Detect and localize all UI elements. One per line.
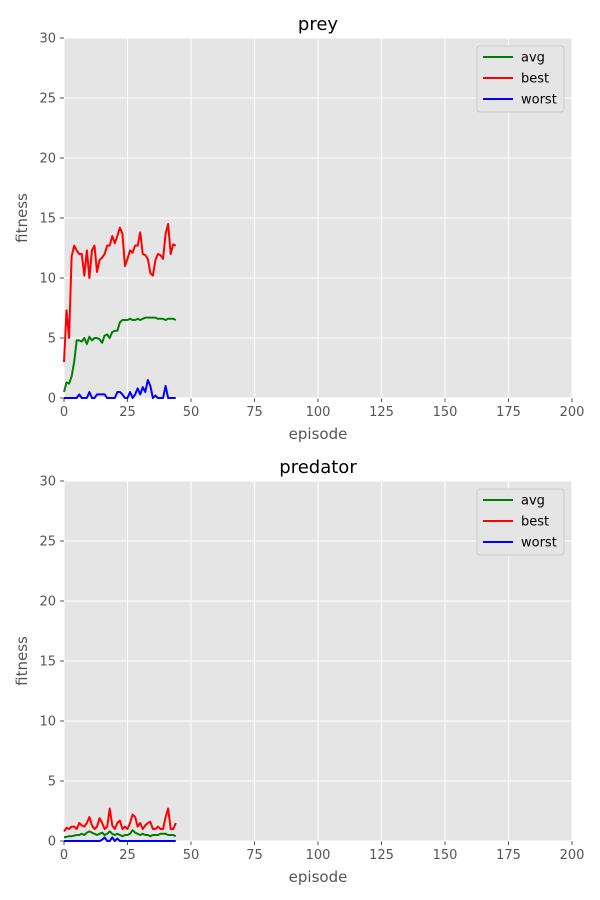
- legend-label-best: best: [521, 72, 549, 87]
- legend-label-avg: avg: [521, 51, 545, 66]
- y-tick-label: 5: [48, 775, 56, 790]
- y-tick-label: 20: [39, 595, 56, 610]
- x-tick-label: 25: [119, 405, 136, 420]
- x-tick-label: 0: [60, 405, 68, 420]
- x-tick-label: 175: [496, 848, 521, 863]
- y-tick-label: 0: [48, 392, 56, 407]
- x-tick-label: 175: [496, 405, 521, 420]
- legend-label-best: best: [521, 515, 549, 530]
- legend-box: [476, 45, 565, 113]
- chart-predator: 0 25 50 75 100 125 150 175 200 0 5 10 15 20 25 30 predat…: [13, 457, 584, 886]
- series-line-best: [63, 223, 177, 363]
- x-tick-label: 100: [306, 405, 331, 420]
- y-tick-label: 15: [39, 655, 56, 670]
- y-tick-label: 0: [48, 835, 56, 850]
- y-tick-label: 10: [39, 272, 56, 287]
- y-tick-label: 25: [39, 535, 56, 550]
- x-tick-label: 125: [369, 405, 394, 420]
- y-tick-label: 30: [39, 32, 56, 47]
- y-tick-label: 30: [39, 475, 56, 490]
- x-axis-label: episode: [289, 868, 348, 886]
- x-tick-label: 100: [306, 848, 331, 863]
- y-tick-label: 5: [48, 332, 56, 347]
- x-axis-label: episode: [289, 425, 348, 443]
- x-tick-label: 0: [60, 848, 68, 863]
- legend: avg best worst: [476, 45, 565, 113]
- legend: avg best worst: [476, 488, 565, 556]
- x-tick-label: 125: [369, 848, 394, 863]
- x-tick-label: 50: [183, 848, 200, 863]
- y-tick-label: 25: [39, 92, 56, 107]
- x-tick-label: 200: [560, 848, 585, 863]
- legend-label-worst: worst: [521, 536, 557, 551]
- legend-box: [476, 488, 565, 556]
- series-line-worst: [64, 379, 176, 399]
- y-tick-label: 10: [39, 715, 56, 730]
- x-tick-label: 75: [246, 405, 263, 420]
- chart-title: predator: [279, 457, 357, 478]
- x-tick-label: 150: [433, 848, 458, 863]
- legend-label-worst: worst: [521, 93, 557, 108]
- series-line-worst: [64, 836, 176, 842]
- y-tick-label: 20: [39, 152, 56, 167]
- x-tick-label: 25: [119, 848, 136, 863]
- x-tick-label: 50: [183, 405, 200, 420]
- legend-label-avg: avg: [521, 494, 545, 509]
- series-line-best: [63, 807, 177, 832]
- y-tick-label: 15: [39, 212, 56, 227]
- series-line-avg: [63, 316, 177, 393]
- y-axis-label: fitness: [13, 636, 31, 686]
- chart-title: prey: [298, 14, 339, 35]
- x-tick-label: 200: [560, 405, 585, 420]
- x-tick-label: 75: [246, 848, 263, 863]
- series-line-avg: [63, 829, 177, 839]
- y-axis-label: fitness: [13, 193, 31, 243]
- x-tick-label: 150: [433, 405, 458, 420]
- chart-prey: 0 25 50 75 100 125 150 175 200 0 5 10 15 20 25 30 prey ep…: [13, 14, 584, 443]
